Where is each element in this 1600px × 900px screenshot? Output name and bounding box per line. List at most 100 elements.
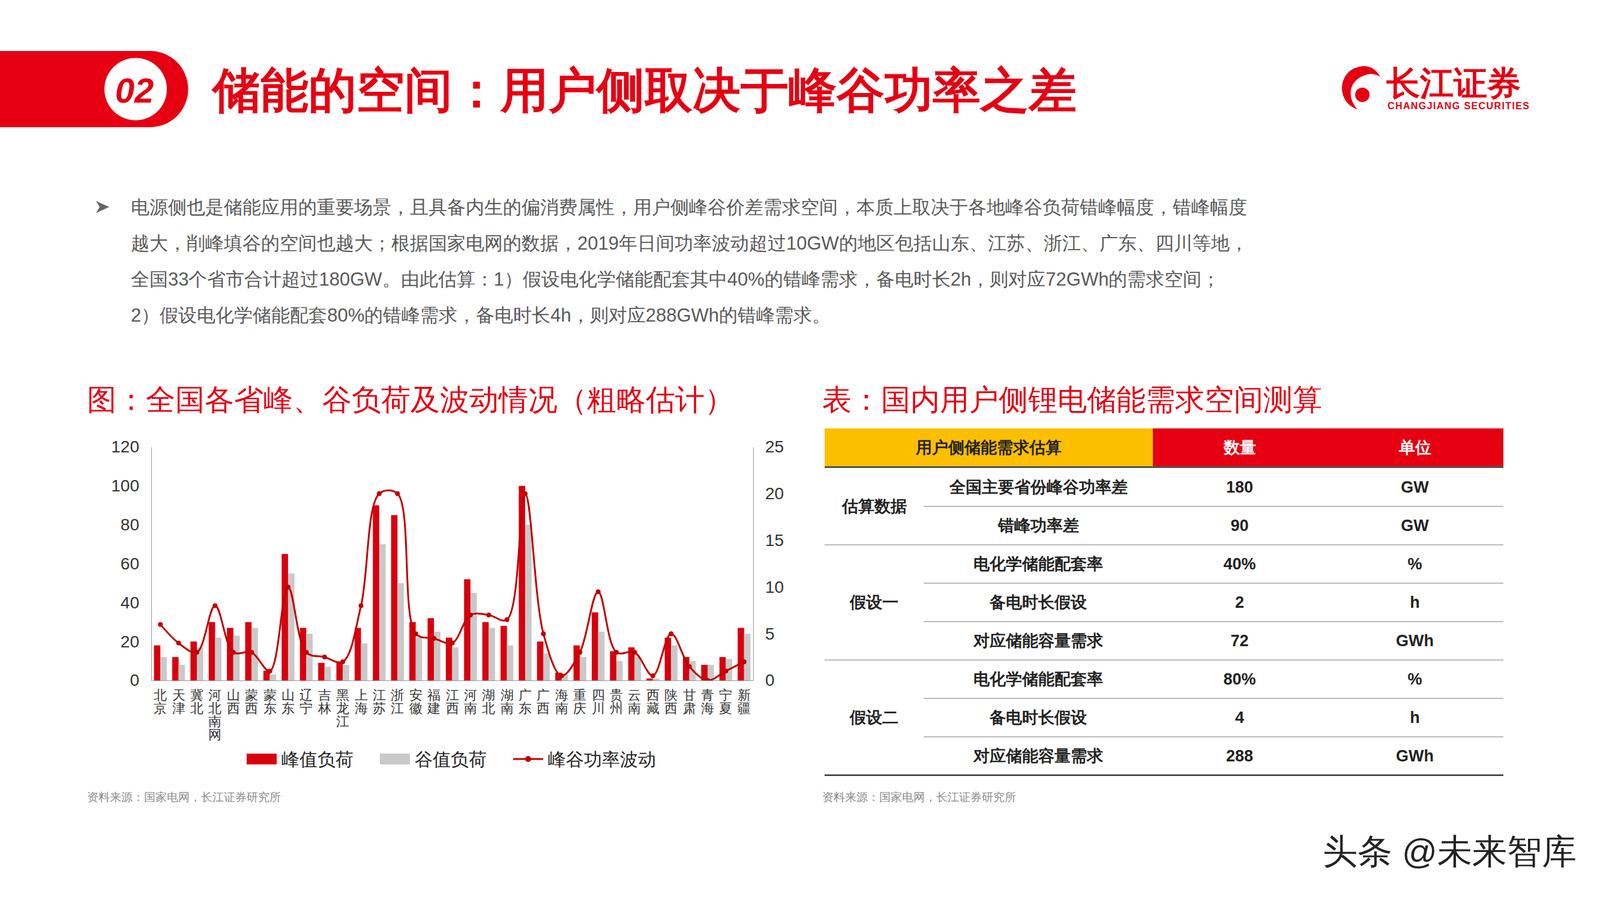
line-point bbox=[157, 622, 163, 628]
source: 资料来源：国家电网，长江证券研究所 bbox=[87, 790, 281, 804]
cell-text: 备电时长假设 bbox=[989, 708, 1087, 727]
bar bbox=[160, 657, 167, 681]
cell-text: h bbox=[1409, 593, 1420, 612]
tick-label: 5 bbox=[765, 624, 775, 644]
bar bbox=[324, 666, 332, 681]
tick-label: 山东 bbox=[281, 687, 295, 716]
tick: 山东 bbox=[281, 680, 295, 716]
legend-label: 谷值负荷 bbox=[414, 749, 487, 770]
header-cell bbox=[824, 428, 1153, 467]
bar bbox=[525, 525, 532, 681]
tick: 60 bbox=[120, 554, 152, 574]
tick: 新疆 bbox=[737, 680, 751, 716]
logo-text: 长江证券 bbox=[1385, 64, 1521, 103]
line-point bbox=[340, 659, 346, 665]
tick: 辽宁 bbox=[299, 680, 313, 716]
header-number: 02 bbox=[115, 70, 155, 110]
axis-line bbox=[753, 447, 754, 682]
table-rule bbox=[824, 544, 1504, 546]
tick: 重庆 bbox=[573, 680, 587, 716]
line-point bbox=[540, 631, 546, 637]
cell-text: GW bbox=[1400, 478, 1429, 497]
body-text: 电源侧也是储能应用的重要场景，且具备内生的偏消费属性，用户侧峰谷价差需求空间，本… bbox=[130, 196, 1248, 218]
tick-label: 100 bbox=[111, 476, 140, 496]
header-text: 用户侧储能需求估算 bbox=[915, 438, 1062, 457]
tick: 青海 bbox=[700, 680, 715, 716]
legend-swatch bbox=[379, 753, 410, 765]
tick: 江苏 bbox=[372, 680, 386, 716]
line-point bbox=[249, 649, 254, 655]
bar bbox=[318, 663, 325, 681]
tick: 湖北 bbox=[481, 680, 496, 716]
bar-series bbox=[154, 486, 745, 681]
cell-text: 180 bbox=[1226, 478, 1254, 497]
tick: 云南 bbox=[627, 680, 641, 716]
tick: 黑龙江 bbox=[336, 680, 350, 730]
tick: 0 bbox=[753, 670, 775, 690]
tick-label: 10 bbox=[765, 577, 784, 597]
tick-label: 新疆 bbox=[737, 687, 751, 716]
tick-label: 0 bbox=[765, 670, 775, 690]
tick: 安徽 bbox=[409, 680, 423, 716]
tick: 80 bbox=[120, 515, 152, 535]
cell-text: 4 bbox=[1235, 708, 1245, 727]
tick-label: 辽宁 bbox=[299, 687, 313, 716]
table-rule bbox=[923, 736, 1504, 738]
legend: 峰值负荷谷值负荷峰谷功率波动 bbox=[246, 749, 656, 770]
bar bbox=[470, 592, 478, 681]
line-point bbox=[577, 649, 583, 655]
tick: 40 bbox=[120, 593, 152, 613]
bar bbox=[744, 633, 751, 681]
bar bbox=[463, 579, 471, 681]
tick-label: 云南 bbox=[627, 687, 641, 716]
line-point bbox=[705, 678, 710, 681]
tick-label: 浙江 bbox=[390, 687, 404, 716]
header-title: 储能的空间：用户侧取决于峰谷功率之差 bbox=[210, 63, 1077, 118]
bar bbox=[372, 505, 380, 681]
bar bbox=[379, 544, 386, 681]
bullet-arrow bbox=[96, 201, 110, 214]
table-rule bbox=[923, 582, 1504, 584]
tick: 15 bbox=[753, 531, 784, 550]
cell-text: 288 bbox=[1226, 747, 1254, 766]
tick-label: 山西 bbox=[226, 687, 241, 716]
tick-label: 60 bbox=[120, 554, 140, 574]
bar bbox=[634, 657, 641, 681]
bar bbox=[670, 645, 678, 681]
tick: 天津 bbox=[172, 680, 186, 716]
bar bbox=[537, 641, 544, 681]
line-point bbox=[194, 649, 200, 655]
plot bbox=[154, 486, 751, 681]
body-text: 全国33个省市合计超过180GW。由此估算：1）假设电化学储能配套其中40%的错… bbox=[130, 268, 1221, 290]
bar bbox=[452, 647, 460, 681]
tick: 120 bbox=[111, 437, 152, 457]
legend-swatch bbox=[246, 753, 277, 765]
line-point bbox=[650, 673, 656, 679]
bar bbox=[270, 674, 277, 681]
bar bbox=[172, 657, 179, 681]
tick-label: 西藏 bbox=[646, 687, 660, 716]
chart-title: 图：全国各省峰、谷负荷及波动情况（粗略估计） bbox=[87, 383, 734, 416]
bar bbox=[507, 645, 514, 681]
cell-text: % bbox=[1407, 670, 1422, 689]
bar bbox=[488, 627, 496, 681]
tick: 5 bbox=[753, 624, 775, 644]
line-point bbox=[486, 612, 491, 618]
tick: 河南 bbox=[463, 680, 478, 716]
logo-dot bbox=[1355, 87, 1370, 103]
legend-label: 峰值负荷 bbox=[281, 749, 354, 770]
tick-label: 北京 bbox=[153, 687, 167, 716]
tick-label: 广西 bbox=[536, 687, 550, 716]
tick-label: 吉林 bbox=[317, 687, 332, 716]
bar bbox=[342, 664, 350, 681]
tick-label: 陕西 bbox=[664, 687, 678, 716]
tick-label: 蒙东 bbox=[263, 687, 277, 716]
table-rule bbox=[923, 697, 1504, 700]
cell-text: 对应储能容量需求 bbox=[972, 631, 1104, 650]
cell-text: 72 bbox=[1230, 631, 1249, 650]
tick-label: 15 bbox=[765, 531, 784, 550]
bar bbox=[391, 514, 398, 681]
tick-label: 20 bbox=[765, 484, 784, 503]
tick-label: 江西 bbox=[445, 687, 460, 716]
bar bbox=[598, 631, 605, 681]
